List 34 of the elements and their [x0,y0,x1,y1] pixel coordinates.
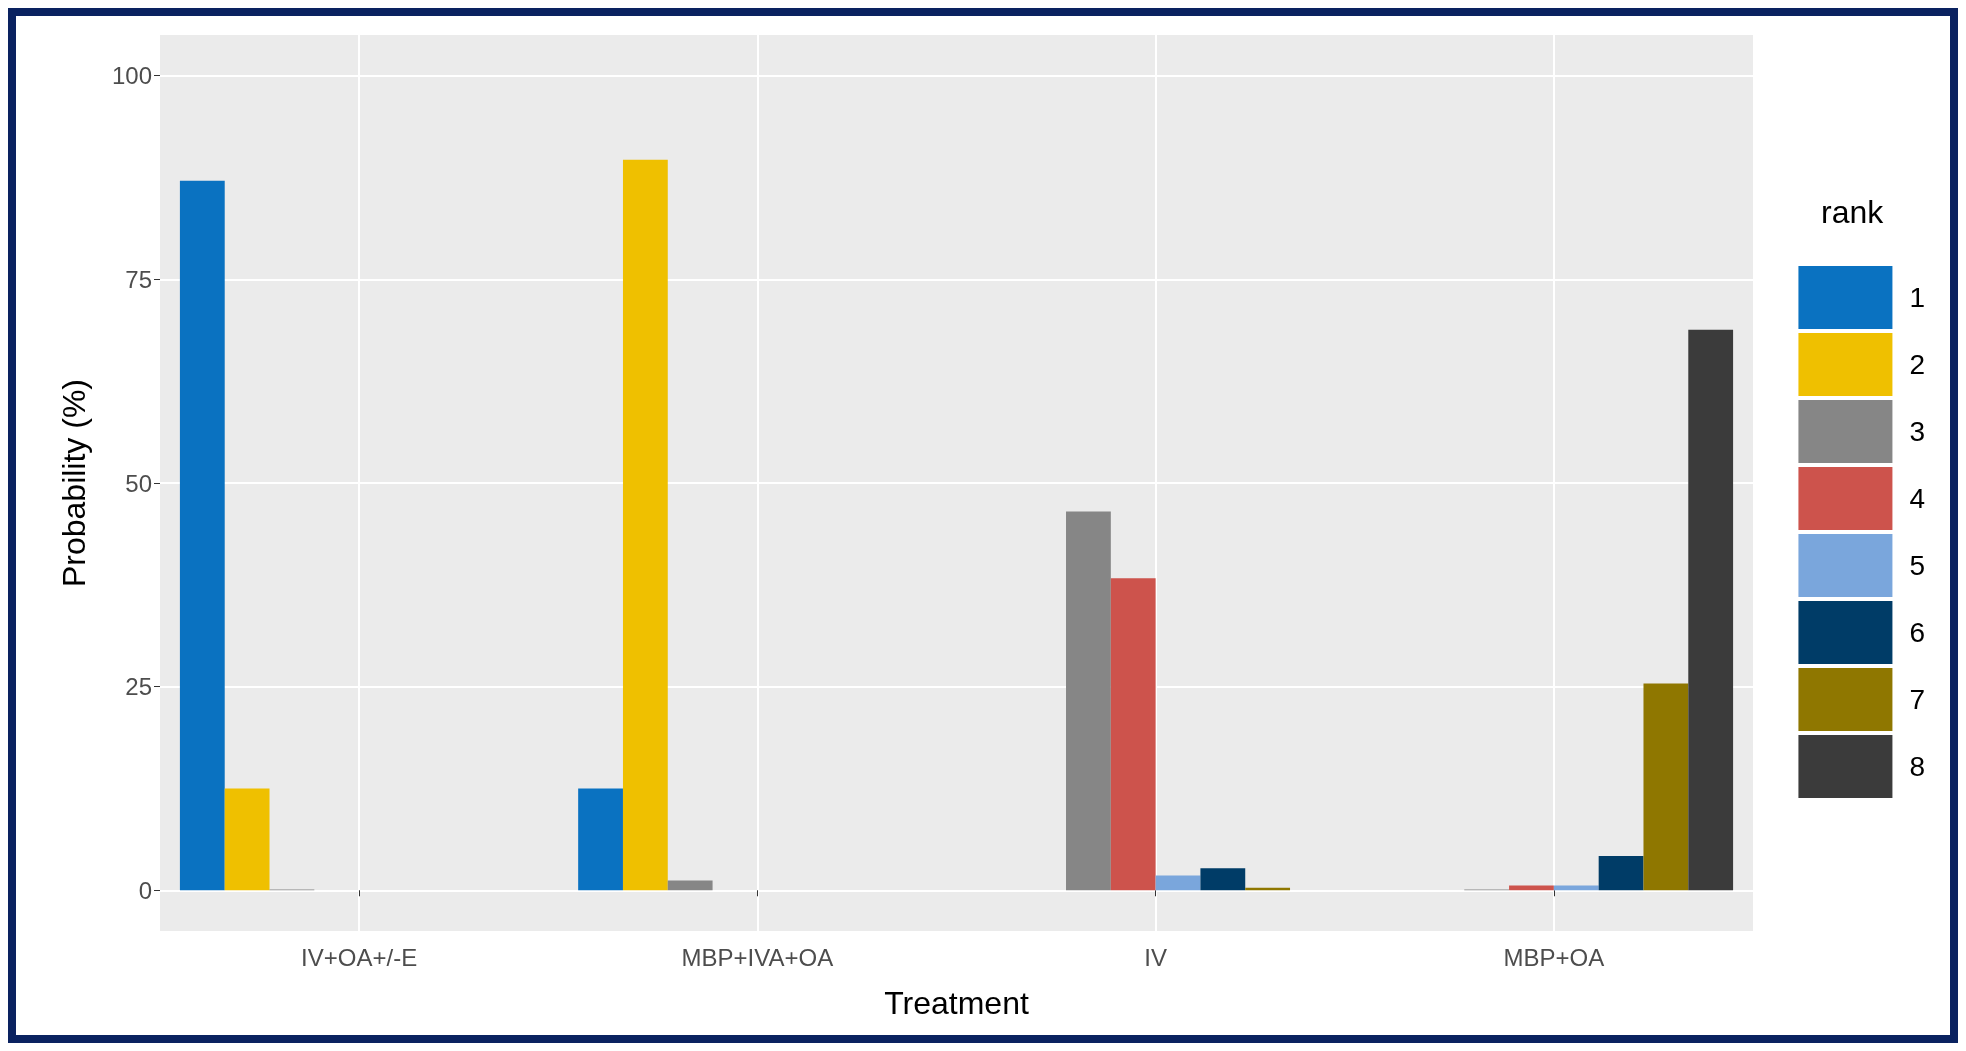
y-tick-label: 100 [111,62,152,90]
bar [667,880,713,891]
x-tick-label: MBP+OA [1503,943,1605,971]
bar [1598,856,1644,891]
bar [1066,511,1111,891]
bar [1688,329,1734,891]
legend-label: 6 [1909,617,1926,648]
bar [1200,868,1246,891]
y-axis-title: Probability (%) [56,378,92,588]
bar [578,788,623,891]
x-tick-label: IV [1144,943,1167,971]
legend-label: 2 [1909,349,1926,380]
x-axis-title: Treatment [884,985,1029,1021]
bar [1110,578,1156,891]
legend-label: 8 [1909,751,1926,782]
y-tick-label: 25 [125,673,152,701]
bar [622,159,668,891]
bar [179,180,225,891]
bar [1155,875,1201,891]
bar [1643,683,1689,891]
y-tick-label: 50 [125,469,152,497]
bar [1509,885,1554,891]
bar [224,788,270,891]
legend-label: 3 [1909,416,1926,447]
legend-label: 5 [1909,550,1926,581]
x-tick-label: MBP+IVA+OA [681,943,834,971]
legend-title: rank [1821,194,1885,230]
legend-label: 4 [1909,483,1926,514]
x-tick-label: IV+OA+/-E [301,943,418,971]
legend-label: 1 [1909,282,1926,313]
y-tick-label: 0 [138,876,152,904]
bar [1553,885,1599,891]
y-tick-label: 75 [125,265,152,293]
legend-label: 7 [1909,684,1926,715]
